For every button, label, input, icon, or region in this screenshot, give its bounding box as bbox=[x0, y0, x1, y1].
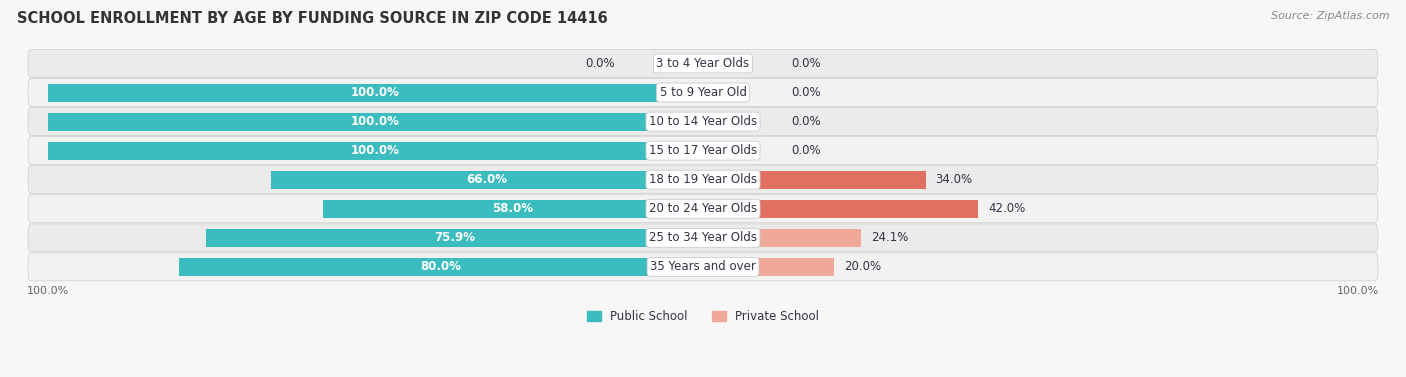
FancyBboxPatch shape bbox=[28, 224, 1378, 252]
Text: 75.9%: 75.9% bbox=[434, 231, 475, 244]
Text: 80.0%: 80.0% bbox=[420, 261, 461, 273]
Text: 0.0%: 0.0% bbox=[792, 57, 821, 70]
Text: 5 to 9 Year Old: 5 to 9 Year Old bbox=[659, 86, 747, 99]
Text: 20 to 24 Year Olds: 20 to 24 Year Olds bbox=[650, 202, 756, 215]
Bar bbox=[703, 258, 834, 276]
Text: 15 to 17 Year Olds: 15 to 17 Year Olds bbox=[650, 144, 756, 157]
Text: 66.0%: 66.0% bbox=[467, 173, 508, 186]
Text: 20.0%: 20.0% bbox=[844, 261, 882, 273]
Text: 24.1%: 24.1% bbox=[870, 231, 908, 244]
Text: 100.0%: 100.0% bbox=[352, 144, 399, 157]
Bar bbox=[179, 258, 703, 276]
Text: 34.0%: 34.0% bbox=[935, 173, 973, 186]
Bar bbox=[48, 142, 703, 159]
Text: 35 Years and over: 35 Years and over bbox=[650, 261, 756, 273]
Bar bbox=[270, 171, 703, 189]
Text: 100.0%: 100.0% bbox=[352, 115, 399, 128]
Bar bbox=[323, 200, 703, 218]
Text: 10 to 14 Year Olds: 10 to 14 Year Olds bbox=[650, 115, 756, 128]
Text: SCHOOL ENROLLMENT BY AGE BY FUNDING SOURCE IN ZIP CODE 14416: SCHOOL ENROLLMENT BY AGE BY FUNDING SOUR… bbox=[17, 11, 607, 26]
FancyBboxPatch shape bbox=[28, 78, 1378, 106]
FancyBboxPatch shape bbox=[28, 137, 1378, 165]
Text: 0.0%: 0.0% bbox=[585, 57, 614, 70]
Text: 3 to 4 Year Olds: 3 to 4 Year Olds bbox=[657, 57, 749, 70]
Bar bbox=[48, 113, 703, 130]
Text: Source: ZipAtlas.com: Source: ZipAtlas.com bbox=[1271, 11, 1389, 21]
Bar bbox=[48, 84, 703, 101]
Text: 58.0%: 58.0% bbox=[492, 202, 533, 215]
Text: 25 to 34 Year Olds: 25 to 34 Year Olds bbox=[650, 231, 756, 244]
Text: 0.0%: 0.0% bbox=[792, 86, 821, 99]
Bar bbox=[703, 200, 979, 218]
Text: 42.0%: 42.0% bbox=[988, 202, 1025, 215]
Text: 0.0%: 0.0% bbox=[792, 115, 821, 128]
FancyBboxPatch shape bbox=[28, 49, 1378, 77]
Bar bbox=[703, 171, 925, 189]
Bar bbox=[205, 229, 703, 247]
FancyBboxPatch shape bbox=[28, 107, 1378, 136]
Legend: Public School, Private School: Public School, Private School bbox=[583, 307, 823, 326]
FancyBboxPatch shape bbox=[28, 166, 1378, 194]
Text: 0.0%: 0.0% bbox=[792, 144, 821, 157]
FancyBboxPatch shape bbox=[28, 195, 1378, 223]
Bar bbox=[703, 229, 860, 247]
Text: 18 to 19 Year Olds: 18 to 19 Year Olds bbox=[650, 173, 756, 186]
FancyBboxPatch shape bbox=[28, 253, 1378, 281]
Text: 100.0%: 100.0% bbox=[352, 86, 399, 99]
